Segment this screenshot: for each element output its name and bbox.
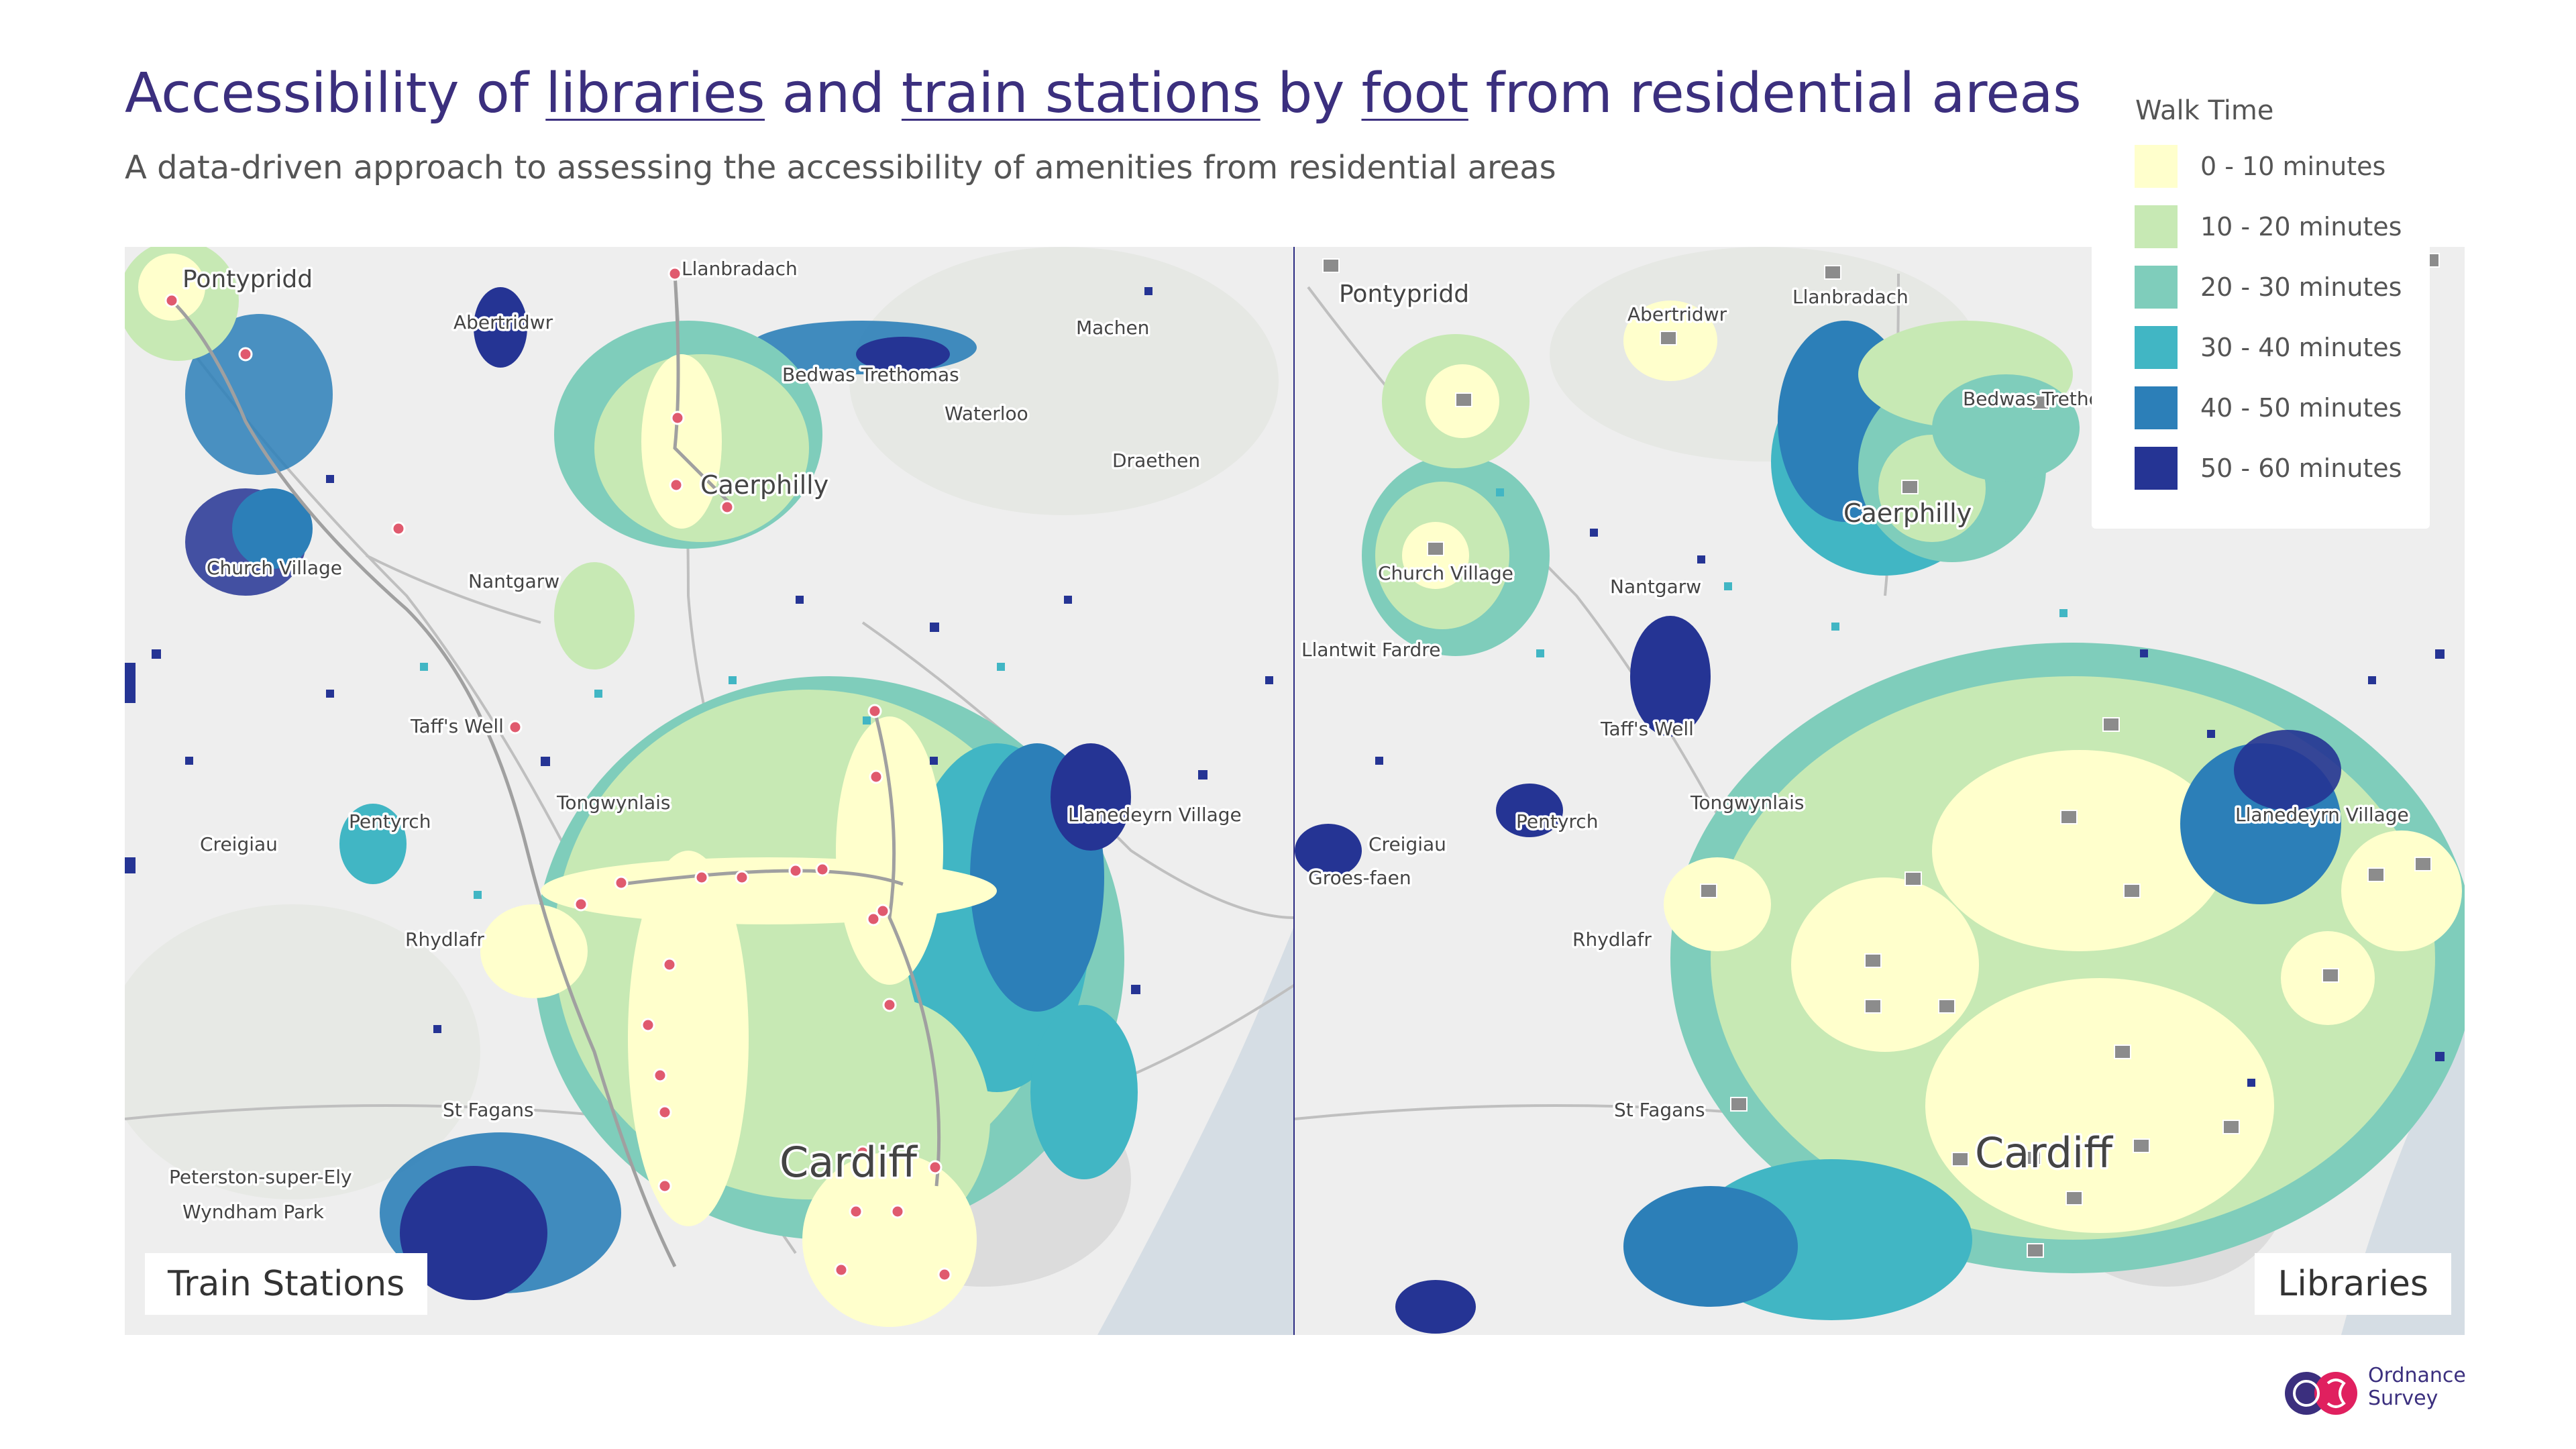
legend-swatch [2135, 447, 2178, 490]
map-title: Accessibility of libraries and train sta… [125, 62, 2082, 125]
sea-area [1097, 924, 1295, 1335]
place-label-abertridwr: Abertridwr [1627, 303, 1727, 325]
legend-item: 50 - 60 minutes [2135, 447, 2423, 490]
legend-swatch [2135, 145, 2178, 188]
place-label-llantwit: Llantwit Fardre [1301, 639, 1440, 661]
ordnance-survey-wordmark: Ordnance Survey [2368, 1364, 2466, 1410]
walk-time-overlay [125, 247, 1138, 1327]
sea-area [2341, 985, 2465, 1335]
legend-swatch [2135, 386, 2178, 429]
place-label-draethen: Draethen [1112, 449, 1200, 472]
place-label-llanedeyrn: Llanedeyrn Village [2235, 804, 2409, 826]
place-label-nantgarw: Nantgarw [1610, 576, 1701, 598]
legend-item: 20 - 30 minutes [2135, 266, 2423, 309]
legend-title: Walk Time [2135, 95, 2274, 126]
place-label-wyndham: Wyndham Park [182, 1201, 325, 1223]
train-stations-map-panel: Pontypridd Abertridwr Llanbradach Bedwas… [125, 247, 1295, 1335]
legend-label: 20 - 30 minutes [2200, 272, 2402, 302]
legend-label: 30 - 40 minutes [2200, 333, 2402, 362]
title-text: Accessibility of [125, 62, 546, 125]
place-label-bedwas: Bedwas Trethomas [782, 364, 959, 386]
place-label-creigiau: Creigiau [200, 833, 278, 855]
place-label-groes-faen: Groes-faen [1308, 867, 1411, 889]
title-foot-link: foot [1361, 62, 1468, 125]
title-text: from residential areas [1468, 62, 2082, 125]
title-text: by [1260, 62, 1362, 125]
place-label-llanedeyrn: Llanedeyrn Village [1068, 804, 1242, 826]
title-train-stations-link: train stations [901, 62, 1260, 125]
title-text: and [765, 62, 902, 125]
walk-time-legend: Walk Time 0 - 10 minutes 10 - 20 minutes… [2092, 79, 2430, 529]
legend-item: 10 - 20 minutes [2135, 205, 2423, 248]
ordnance-survey-logo [2285, 1372, 2357, 1415]
place-label-st-fagans: St Fagans [1614, 1099, 1705, 1121]
place-label-pentyrch: Pentyrch [349, 810, 431, 833]
panel-label-train-stations: Train Stations [145, 1253, 428, 1315]
panel-label-libraries: Libraries [2255, 1253, 2451, 1315]
legend-item: 0 - 10 minutes [2135, 145, 2423, 188]
place-label-creigiau: Creigiau [1368, 833, 1446, 855]
place-label-taffs-well: Taff's Well [1600, 718, 1694, 740]
scatter-cells [125, 287, 1273, 1033]
map-subtitle: A data-driven approach to assessing the … [125, 149, 1556, 186]
logo-line: Ordnance [2368, 1364, 2466, 1387]
libraries-map-panel: Pontypridd Abertridwr Llanbradach Bedwas… [1295, 247, 2465, 1335]
legend-swatch [2135, 205, 2178, 248]
place-label-abertridwr: Abertridwr [453, 311, 553, 333]
title-libraries-link: libraries [545, 62, 765, 125]
train-stations-map: Pontypridd Abertridwr Llanbradach Bedwas… [125, 247, 1295, 1335]
place-label-pontypridd: Pontypridd [182, 266, 313, 293]
legend-swatch [2135, 266, 2178, 309]
place-label-rhydlafr: Rhydlafr [1572, 928, 1652, 951]
logo-line: Survey [2368, 1387, 2438, 1410]
place-label-church-village: Church Village [207, 557, 342, 579]
train-station-markers [164, 266, 952, 1282]
place-label-llanbradach: Llanbradach [682, 258, 798, 280]
place-label-tongwynlais: Tongwynlais [556, 792, 671, 814]
legend-label: 10 - 20 minutes [2200, 212, 2402, 241]
place-label-caerphilly: Caerphilly [1843, 498, 1972, 528]
place-label-church-village: Church Village [1378, 562, 1513, 584]
place-label-caerphilly: Caerphilly [700, 470, 828, 500]
legend-swatch [2135, 326, 2178, 369]
place-label-pontypridd: Pontypridd [1339, 280, 1469, 308]
legend-label: 50 - 60 minutes [2200, 453, 2402, 483]
legend-label: 0 - 10 minutes [2200, 152, 2386, 181]
place-label-cardiff: Cardiff [1975, 1128, 2113, 1177]
place-label-rhydlafr: Rhydlafr [405, 928, 484, 951]
place-label-tongwynlais: Tongwynlais [1690, 792, 1805, 814]
place-label-taffs-well: Taff's Well [410, 715, 504, 737]
place-label-st-fagans: St Fagans [443, 1099, 534, 1121]
place-label-waterloo: Waterloo [945, 402, 1028, 425]
legend-item: 40 - 50 minutes [2135, 386, 2423, 429]
place-label-peterston: Peterston-super-Ely [169, 1166, 352, 1188]
place-label-machen: Machen [1076, 317, 1149, 339]
place-label-pentyrch: Pentyrch [1516, 810, 1598, 833]
place-label-cardiff: Cardiff [780, 1138, 918, 1187]
place-label-llanbradach: Llanbradach [1792, 286, 1909, 308]
railway-line [170, 273, 941, 1268]
legend-label: 40 - 50 minutes [2200, 393, 2402, 423]
legend-item: 30 - 40 minutes [2135, 326, 2423, 369]
place-label-nantgarw: Nantgarw [468, 570, 559, 592]
